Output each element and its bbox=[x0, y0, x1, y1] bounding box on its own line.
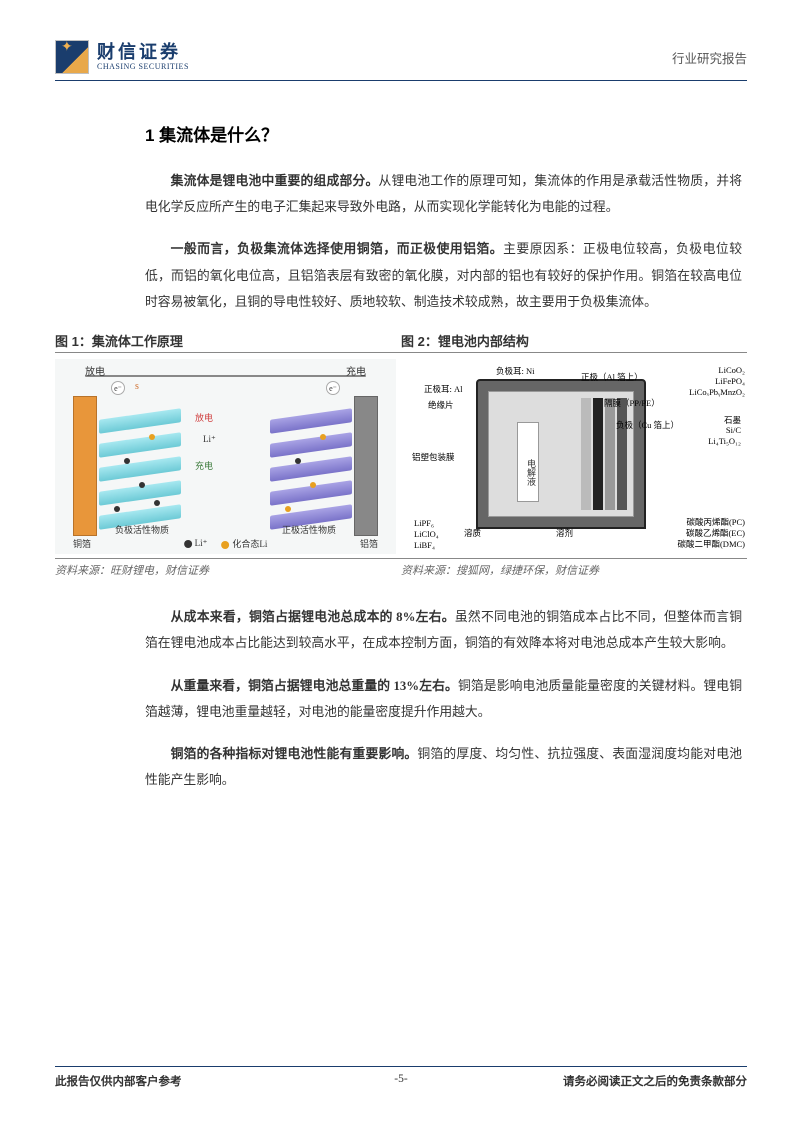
f1-mid-discharge: 放电 bbox=[195, 411, 213, 424]
figure-1: 放电 充电 s e⁻ e⁻ 放电 充电 Li⁺ 负极活性物质 bbox=[55, 359, 396, 554]
f2-an-mat-1: Si/C bbox=[726, 425, 741, 435]
f1-aluminum-foil bbox=[354, 396, 378, 536]
figure-titles-row: 图 1：集流体工作原理 图 2：锂电池内部结构 bbox=[55, 331, 747, 353]
p1-lead: 集流体是锂电池中重要的组成部分。 bbox=[171, 174, 379, 188]
section-heading: 1 集流体是什么？ bbox=[145, 121, 742, 146]
figure-1-source: 资料来源：旺财锂电，财信证券 bbox=[55, 562, 401, 578]
paragraph-4: 从重量来看，铜箔占据锂电池总重量的 13%左右。铜箔是影响电池质量能量密度的关键… bbox=[145, 673, 742, 725]
figure-2-title: 图 2：锂电池内部结构 bbox=[401, 331, 747, 350]
p5-lead: 铜箔的各种指标对锂电池性能有重要影响。 bbox=[171, 747, 418, 761]
f1-al-label: 铝箔 bbox=[360, 537, 378, 550]
f2-solute-label: 溶质 bbox=[464, 527, 481, 539]
f2-pos-tab: 正极耳: Al bbox=[424, 383, 463, 395]
f1-charge-top: 充电 bbox=[346, 363, 366, 378]
figures-row: 放电 充电 s e⁻ e⁻ 放电 充电 Li⁺ 负极活性物质 bbox=[55, 359, 747, 554]
figure-1-title: 图 1：集流体工作原理 bbox=[55, 331, 401, 350]
p3-lead: 从成本来看，铜箔占据锂电池总成本的 8%左右。 bbox=[171, 610, 455, 624]
f2-insulator: 绝缘片 bbox=[428, 399, 454, 411]
f1-pos-active-label: 正极活性物质 bbox=[282, 523, 336, 536]
p4-lead: 从重量来看，铜箔占据锂电池总重量的 13%左右。 bbox=[171, 679, 458, 693]
f1-e-right: e⁻ bbox=[326, 381, 340, 395]
figure-2: 电解液 负极耳: Ni 正极耳: Al 绝缘片 铝塑包装膜 正极（Al 箔上） … bbox=[406, 359, 747, 554]
f1-mid-charge: 充电 bbox=[195, 459, 213, 472]
f1-legend-compound: 化合态Li bbox=[232, 539, 267, 549]
footer-right: 请务必阅读正文之后的免责条款部分 bbox=[563, 1073, 747, 1089]
footer-left: 此报告仅供内部客户参考 bbox=[55, 1073, 182, 1089]
paragraph-5: 铜箔的各种指标对锂电池性能有重要影响。铜箔的厚度、均匀性、抗拉强度、表面湿润度均… bbox=[145, 741, 742, 793]
f1-e-left: e⁻ bbox=[111, 381, 125, 395]
f2-al-pack: 铝塑包装膜 bbox=[412, 451, 455, 463]
logo-text-en: CHASING SECURITIES bbox=[97, 63, 189, 72]
f1-li-symbol: Li⁺ bbox=[203, 434, 216, 445]
page-footer: 此报告仅供内部客户参考 -5- 请务必阅读正文之后的免责条款部分 bbox=[55, 1066, 747, 1089]
doc-type-label: 行业研究报告 bbox=[672, 48, 747, 67]
logo-icon bbox=[55, 40, 89, 74]
paragraph-1: 集流体是锂电池中重要的组成部分。从锂电池工作的原理可知，集流体的作用是承载活性物… bbox=[145, 168, 742, 220]
paragraph-3: 从成本来看，铜箔占据锂电池总成本的 8%左右。虽然不同电池的铜箔成本占比不同，但… bbox=[145, 604, 742, 656]
f2-cath-mat-2: LiCoₓPbᵧMnzO₂ bbox=[689, 387, 745, 397]
f2-an-mat-2: Li₄Ti₅O₁₂ bbox=[708, 436, 741, 446]
logo-text-cn: 财信证券 bbox=[97, 43, 189, 63]
f2-neg-tab: 负极耳: Ni bbox=[496, 365, 535, 377]
f2-cath-mat-0: LiCoO₂ bbox=[718, 365, 745, 375]
f2-anode: 负极（Cu 箔上） bbox=[616, 419, 679, 431]
f2-solute-1: LiClO₄ bbox=[414, 529, 439, 539]
footer-page-number: -5- bbox=[394, 1073, 407, 1085]
f2-solv-2: 碳酸二甲酯(DMC) bbox=[677, 538, 745, 550]
page-header: 财信证券 CHASING SECURITIES 行业研究报告 bbox=[55, 40, 747, 81]
f2-solute-0: LiPF₆ bbox=[414, 518, 434, 528]
f1-copper-foil bbox=[73, 396, 97, 536]
f2-separator: 隔膜（PP/PE） bbox=[604, 397, 660, 409]
f1-discharge-top: 放电 bbox=[85, 363, 105, 378]
f2-solvent-label: 溶剂 bbox=[556, 527, 573, 539]
f1-s-label: s bbox=[135, 381, 139, 392]
paragraph-2: 一般而言，负极集流体选择使用铜箔，而正极使用铝箔。主要原因系：正极电位较高，负极… bbox=[145, 236, 742, 315]
p2-lead: 一般而言，负极集流体选择使用铜箔，而正极使用铝箔。 bbox=[171, 242, 504, 256]
f2-electrolyte-box: 电解液 bbox=[517, 422, 539, 502]
f1-neg-active-label: 负极活性物质 bbox=[115, 523, 169, 536]
f1-legend: Li⁺ 化合态Li bbox=[184, 537, 268, 550]
figure-2-source: 资料来源：搜狐网，绿捷环保，财信证券 bbox=[401, 562, 747, 578]
figure-sources: 资料来源：旺财锂电，财信证券 资料来源：搜狐网，绿捷环保，财信证券 bbox=[55, 558, 747, 578]
f2-solute-2: LiBF₄ bbox=[414, 540, 435, 550]
f1-cu-label: 铜箔 bbox=[73, 537, 91, 550]
f2-cathode: 正极（Al 箔上） bbox=[581, 371, 643, 383]
f1-anode-layers bbox=[99, 404, 181, 524]
logo: 财信证券 CHASING SECURITIES bbox=[55, 40, 189, 74]
f1-legend-li: Li⁺ bbox=[195, 538, 208, 548]
f1-cathode-layers bbox=[270, 404, 352, 524]
f2-cath-mat-1: LiFePO₄ bbox=[715, 376, 745, 386]
